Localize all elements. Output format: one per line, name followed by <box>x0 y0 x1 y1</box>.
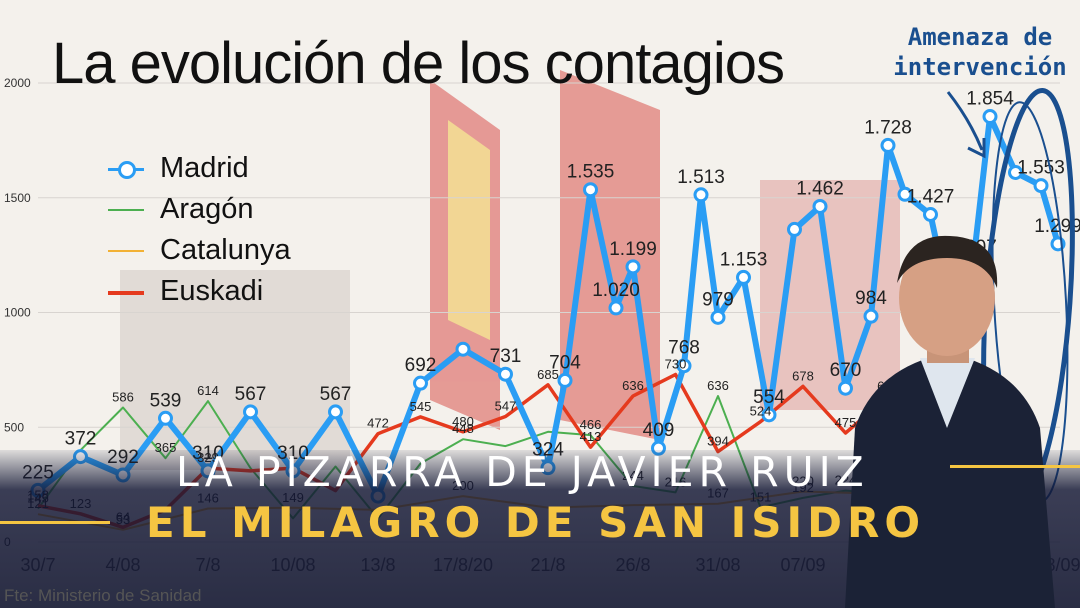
legend-label-catalunya: Catalunya <box>160 234 291 266</box>
data-label-euskadi: 475 <box>835 415 857 430</box>
data-label-euskadi: 545 <box>410 399 432 414</box>
data-label-madrid: 1.728 <box>864 117 912 138</box>
data-label-aragón: 586 <box>112 390 134 405</box>
legend-swatch-euskadi <box>108 284 144 300</box>
data-point-madrid <box>880 137 896 153</box>
data-point-madrid <box>982 109 998 125</box>
data-label-madrid: 1.513 <box>677 167 725 188</box>
legend-item-aragon: Aragón <box>108 189 368 230</box>
data-label-madrid: 1.535 <box>567 162 615 183</box>
data-point-madrid <box>761 407 777 423</box>
data-label-madrid: 1.199 <box>609 239 657 260</box>
y-tick-label: 2000 <box>4 76 31 90</box>
data-point-madrid <box>923 207 938 223</box>
data-label-euskadi: 524 <box>750 404 772 419</box>
y-tick-label: 1500 <box>4 191 31 205</box>
data-point-madrid <box>897 186 913 202</box>
data-label-aragón: 614 <box>197 383 219 398</box>
data-label-euskadi: 394 <box>707 434 729 449</box>
y-tick-label: 500 <box>4 420 24 434</box>
data-point-madrid <box>158 410 173 426</box>
data-label-madrid: 1.462 <box>796 178 844 199</box>
data-label-euskadi: 636 <box>622 378 644 393</box>
data-point-madrid <box>455 341 471 357</box>
data-label-madrid: 704 <box>549 352 581 373</box>
data-label-madrid: 554 <box>753 387 785 408</box>
legend-item-euskadi: Euskadi <box>108 271 368 312</box>
data-label-euskadi: 413 <box>580 429 602 444</box>
show-name: LA PIZARRA DE JAVIER RUIZ <box>176 448 869 496</box>
data-label-euskadi: 547 <box>495 398 517 413</box>
data-point-madrid <box>676 358 692 374</box>
legend-swatch-aragon <box>108 202 144 218</box>
data-label-madrid: 979 <box>702 289 734 310</box>
data-point-madrid <box>328 404 343 420</box>
chart-title: La evolución de los contagios <box>52 31 785 96</box>
legend-item-madrid: Madrid <box>108 148 368 189</box>
annotation-text: Amenaza de intervención <box>880 22 1080 82</box>
data-label-madrid: 670 <box>830 360 862 381</box>
data-label-madrid: 1.854 <box>966 89 1014 110</box>
data-label-madrid: 539 <box>150 390 182 411</box>
banner-divider-left <box>0 521 110 524</box>
data-point-madrid <box>710 309 726 325</box>
data-label-euskadi: 472 <box>367 416 389 431</box>
legend-label-aragon: Aragón <box>160 193 254 225</box>
data-point-madrid <box>863 308 879 324</box>
data-label-madrid: 409 <box>643 420 675 441</box>
y-tick-label: 1000 <box>4 306 31 320</box>
data-point-madrid <box>838 380 853 396</box>
data-label-madrid: 372 <box>65 429 97 450</box>
data-label-euskadi: 480 <box>452 414 474 429</box>
data-label-aragón: 466 <box>580 417 602 432</box>
source-note: Fte: Ministerio de Sanidad <box>4 586 202 605</box>
data-point-madrid <box>583 182 598 198</box>
data-point-madrid <box>557 372 573 388</box>
data-label-madrid: 1.153 <box>720 249 768 270</box>
presenter-photo <box>845 235 1055 608</box>
data-label-madrid: 731 <box>490 346 522 367</box>
data-point-madrid <box>625 259 641 275</box>
data-point-madrid <box>736 269 751 285</box>
y-axis: 0500100015002000 <box>4 76 31 549</box>
episode-title: EL MILAGRO DE SAN ISIDRO <box>146 498 926 547</box>
data-point-madrid <box>693 187 709 203</box>
data-label-madrid: 692 <box>405 355 437 376</box>
legend-label-euskadi: Euskadi <box>160 275 264 307</box>
data-label-euskadi: 678 <box>792 368 814 383</box>
data-point-madrid <box>243 404 258 420</box>
data-label-madrid: 1.427 <box>907 187 955 208</box>
data-point-madrid <box>812 198 828 214</box>
data-label-aragón: 448 <box>452 421 474 436</box>
annotation-line-1: Amenaza de <box>907 23 1053 51</box>
legend-label-madrid: Madrid <box>160 152 249 184</box>
legend-item-catalunya: Catalunya <box>108 230 368 271</box>
data-point-madrid <box>608 300 624 316</box>
legend-swatch-catalunya <box>108 243 144 259</box>
data-label-madrid: 984 <box>855 288 887 309</box>
legend: Madrid Aragón Catalunya Euskadi <box>108 148 368 312</box>
banner-divider-right <box>950 465 1080 468</box>
data-label-euskadi: 685 <box>537 367 559 382</box>
annotation-line-2: intervención <box>893 53 1067 81</box>
data-point-madrid <box>1033 178 1049 194</box>
data-point-madrid <box>413 375 428 391</box>
data-point-madrid <box>498 366 513 382</box>
data-point-madrid <box>787 221 802 237</box>
data-label-madrid: 768 <box>668 338 700 359</box>
data-label-madrid: 567 <box>235 384 267 405</box>
data-label-euskadi: 730 <box>665 356 687 371</box>
data-label-madrid: 1.553 <box>1017 158 1065 179</box>
data-label-aragón: 636 <box>707 378 729 393</box>
data-label-madrid: 567 <box>320 384 352 405</box>
legend-swatch-madrid <box>108 160 144 179</box>
data-label-madrid: 1.020 <box>592 280 640 301</box>
